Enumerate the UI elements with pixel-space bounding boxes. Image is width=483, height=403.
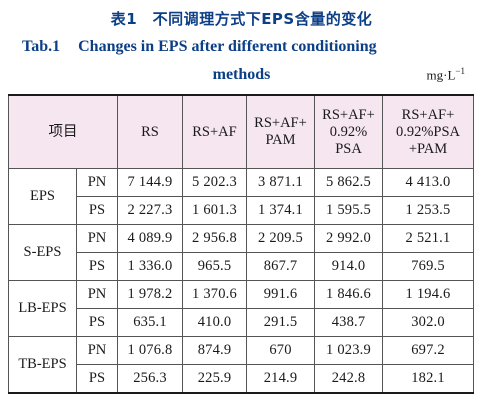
value-cell: 1 076.8: [117, 336, 183, 365]
value-cell: 697.2: [382, 336, 474, 365]
subgroup-label: PN: [76, 280, 118, 309]
unit-label: mg·L−1: [427, 66, 465, 83]
value-cell: 2 227.3: [117, 196, 183, 225]
table-row: PS 1 336.0 965.5 867.7 914.0 769.5: [9, 252, 474, 281]
value-cell: 410.0: [182, 308, 247, 337]
table-row: EPS PN 7 144.9 5 202.3 3 871.1 5 862.5 4 413.0: [8, 168, 474, 225]
value-cell: 1 194.6: [382, 280, 474, 309]
value-cell: 991.6: [246, 280, 315, 309]
value-cell: 5 862.5: [314, 168, 383, 197]
value-cell: 867.7: [246, 252, 315, 281]
value-cell: 1 374.1: [246, 196, 315, 225]
header-cell-rs: RS: [117, 94, 183, 169]
group-label: S-EPS: [8, 224, 77, 281]
header-cell-rs-af-psa: RS+AF+ 0.92% PSA: [314, 94, 383, 169]
table-row: PS 635.1 410.0 291.5 438.7 302.0: [9, 308, 474, 337]
value-cell: 4 089.9: [117, 224, 183, 253]
value-cell: 225.9: [182, 364, 247, 394]
table-row: S-EPS PN 4 089.9 2 956.8 2 209.5 2 992.0 2 521…: [8, 224, 474, 281]
value-cell: 182.1: [382, 364, 474, 394]
header-cell-rs-af-psa-pam: RS+AF+ 0.92%PSA +PAM: [382, 94, 474, 169]
eps-table: 项目 RS RS+AF RS+AF+ PAM RS+AF+ 0.92% PSA RS+…: [8, 94, 474, 394]
value-cell: 1 846.6: [314, 280, 383, 309]
value-cell: 4 413.0: [382, 168, 474, 197]
value-cell: 2 956.8: [182, 224, 247, 253]
group-label: TB-EPS: [8, 336, 77, 394]
value-cell: 1 023.9: [314, 336, 383, 365]
value-cell: 1 336.0: [117, 252, 183, 281]
value-cell: 5 202.3: [182, 168, 247, 197]
subgroup-label: PN: [76, 224, 118, 253]
value-cell: 874.9: [182, 336, 247, 365]
value-cell: 1 601.3: [182, 196, 247, 225]
value-cell: 242.8: [314, 364, 383, 394]
value-cell: 1 978.2: [117, 280, 183, 309]
subgroup-label: PN: [76, 168, 118, 197]
subgroup-label: PS: [76, 364, 118, 394]
table-label: Tab.1: [22, 38, 61, 55]
subgroup-label: PS: [76, 252, 118, 281]
value-cell: 256.3: [117, 364, 183, 394]
subgroup-label: PS: [76, 308, 118, 337]
value-cell: 1 253.5: [382, 196, 474, 225]
table-caption-en-line1: Tab.1 Changes in EPS after different cond…: [22, 38, 462, 56]
header-cell-rs-af-pam: RS+AF+ PAM: [246, 94, 315, 169]
value-cell: 965.5: [182, 252, 247, 281]
group-label: EPS: [8, 168, 77, 225]
table-caption-en-text: Changes in EPS after different condition…: [78, 38, 377, 55]
value-cell: 438.7: [314, 308, 383, 337]
value-cell: 1 370.6: [182, 280, 247, 309]
table-row: TB-EPS PN 1 076.8 874.9 670 1 023.9 697.2: [8, 336, 474, 394]
header-cell-item: 项目: [8, 94, 118, 169]
subgroup-label: PN: [76, 336, 118, 365]
table-row: PS 256.3 225.9 214.9 242.8 182.1: [9, 364, 474, 394]
table-caption-cn: 表1 不同调理方式下EPS含量的变化: [110, 10, 373, 28]
header-row: 项目 RS RS+AF RS+AF+ PAM RS+AF+ 0.92% PSA RS+…: [8, 94, 474, 169]
unit-exponent: −1: [455, 66, 465, 76]
value-cell: 2 521.1: [382, 224, 474, 253]
header-cell-rs-af: RS+AF: [182, 94, 247, 169]
table-caption-en-line2: methods: [212, 66, 271, 83]
table-row: LB-EPS PN 1 978.2 1 370.6 991.6 1 846.6 1 194.…: [8, 280, 474, 337]
value-cell: 2 209.5: [246, 224, 315, 253]
value-cell: 3 871.1: [246, 168, 315, 197]
value-cell: 214.9: [246, 364, 315, 394]
value-cell: 670: [246, 336, 315, 365]
value-cell: 2 992.0: [314, 224, 383, 253]
subgroup-label: PS: [76, 196, 118, 225]
unit-base: mg·L: [426, 67, 456, 83]
value-cell: 302.0: [382, 308, 474, 337]
value-cell: 914.0: [314, 252, 383, 281]
value-cell: 769.5: [382, 252, 474, 281]
value-cell: 291.5: [246, 308, 315, 337]
value-cell: 1 595.5: [314, 196, 383, 225]
value-cell: 7 144.9: [117, 168, 183, 197]
value-cell: 635.1: [117, 308, 183, 337]
table-row: PS 2 227.3 1 601.3 1 374.1 1 595.5 1 253.5: [9, 196, 474, 225]
group-label: LB-EPS: [8, 280, 77, 337]
